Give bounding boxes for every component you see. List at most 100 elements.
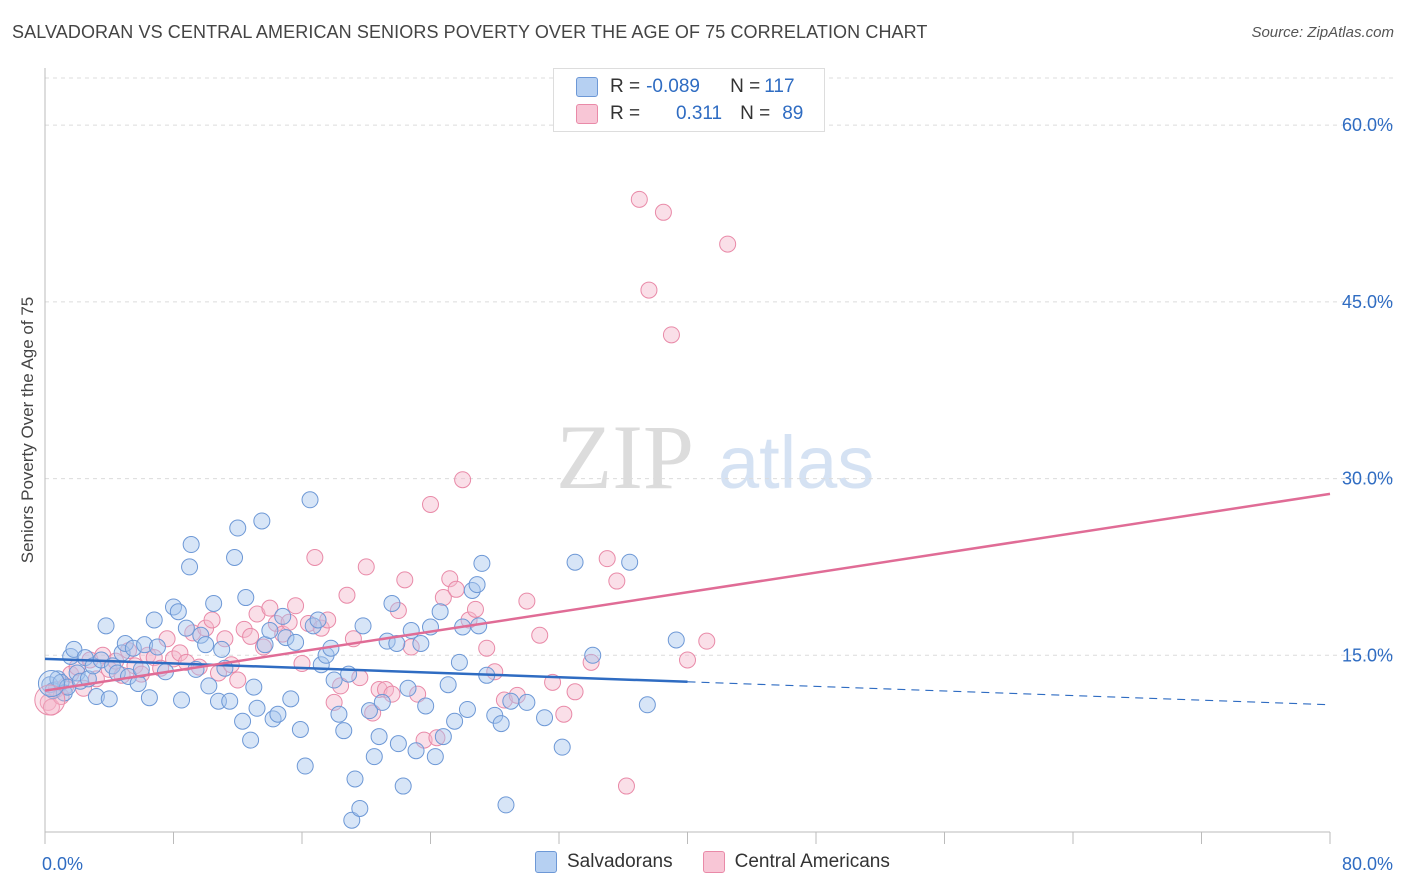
salvadoran-point — [383, 594, 401, 612]
series-legend-salvadorans[interactable]: Salvadorans — [535, 851, 673, 873]
salvadoran-point — [100, 690, 118, 708]
salvadoran-trend-line — [44, 657, 688, 684]
series-legend-central-americans[interactable]: Central Americans — [702, 851, 890, 873]
salvadoran-point — [237, 589, 255, 607]
salvadoran-point — [245, 678, 263, 696]
salvadoran-point — [667, 631, 685, 649]
central-american-point — [454, 471, 472, 489]
salvadoran-point — [473, 554, 491, 572]
legend-n-label: N = — [740, 103, 771, 124]
series-legend: Salvadorans Central Americans — [535, 851, 920, 873]
watermark-atlas: atlas — [718, 421, 874, 504]
legend-row-central-americans: R = 0.311 N = 89 — [576, 102, 803, 126]
salvadoran-point — [584, 646, 602, 664]
legend-r-value: 0.311 — [675, 103, 723, 124]
series-label-salvadorans: Salvadorans — [567, 851, 673, 872]
salvadoran-point — [200, 677, 218, 695]
salvadoran-point — [226, 548, 244, 566]
source-label: Source: ZipAtlas.com — [1251, 24, 1394, 41]
series-label-central-americans: Central Americans — [734, 851, 890, 872]
salvadoran-point — [177, 619, 195, 637]
salvadoran-point — [365, 748, 383, 766]
salvadoran-point — [192, 626, 210, 644]
salvadoran-point — [97, 617, 115, 635]
salvadoran-point — [446, 712, 464, 730]
central-american-point — [422, 495, 439, 513]
salvadoran-point — [173, 691, 191, 709]
central-american-point — [662, 326, 680, 344]
salvadoran-point — [108, 664, 126, 682]
central-american-point — [518, 592, 536, 610]
x-tick-label: 80.0% — [1342, 854, 1393, 874]
salvadoran-point — [165, 598, 182, 616]
salvadoran-point — [373, 693, 391, 711]
salvadoran-point — [536, 709, 554, 727]
central-american-point — [370, 680, 388, 698]
legend-r-label: R = — [610, 76, 641, 97]
central-american-point — [267, 614, 285, 632]
salvadoran-point — [296, 757, 314, 775]
salvadoran-point — [182, 536, 200, 554]
central-american-trend-line — [44, 492, 1331, 692]
central-american-point — [357, 558, 375, 576]
salvadoran-point — [309, 611, 327, 629]
central-american-point — [171, 644, 189, 662]
salvadoran-point — [181, 558, 199, 576]
central-american-point — [630, 190, 648, 208]
central-american-point — [544, 673, 562, 691]
salvadoran-point — [553, 738, 571, 756]
series-swatch-blue — [535, 851, 557, 873]
salvadoran-point — [502, 692, 520, 710]
salvadoran-point — [277, 629, 295, 647]
central-american-point — [216, 630, 234, 648]
legend-swatch-pink — [576, 104, 598, 124]
legend-n-label: N = — [730, 76, 761, 97]
salvadoran-point — [256, 636, 274, 654]
salvadoran-point — [124, 639, 142, 657]
y-tick-label: 30.0% — [1342, 469, 1393, 489]
central-american-point — [319, 611, 337, 629]
salvadoran-point — [343, 811, 361, 829]
salvadoran-point — [116, 635, 134, 652]
salvadoran-point — [346, 770, 364, 788]
salvadoran-point — [388, 635, 406, 652]
salvadoran-point — [169, 603, 187, 621]
salvadoran-point — [269, 705, 287, 723]
salvadoran-point — [426, 748, 444, 766]
salvadoran-point — [370, 728, 388, 746]
central-american-point — [428, 729, 446, 747]
y-tick-label: 15.0% — [1342, 645, 1393, 665]
central-american-point — [478, 639, 496, 657]
salvadoran-point — [434, 728, 452, 746]
central-american-point — [299, 614, 317, 632]
y-tick-label: 45.0% — [1342, 292, 1393, 312]
legend-n-value: 89 — [782, 103, 804, 124]
salvadoran-trend-line-extended — [687, 681, 1331, 706]
central-american-point — [396, 571, 414, 589]
central-american-point — [332, 677, 350, 695]
central-american-point — [617, 777, 635, 795]
central-american-point — [447, 580, 465, 598]
salvadoran-point — [234, 712, 252, 730]
salvadoran-point — [213, 640, 231, 658]
salvadoran-point — [248, 699, 266, 717]
salvadoran-point — [638, 696, 656, 714]
central-american-point — [608, 572, 626, 590]
central-american-point — [598, 550, 616, 568]
salvadoran-point — [450, 653, 468, 671]
salvadoran-point — [468, 576, 486, 594]
x-tick-label: 0.0% — [42, 854, 83, 874]
salvadoran-point — [242, 731, 260, 749]
salvadoran-point — [282, 690, 300, 708]
legend-r-value: -0.089 — [646, 76, 700, 97]
salvadoran-point — [87, 688, 105, 706]
central-american-point — [364, 704, 382, 722]
central-american-point — [679, 651, 696, 669]
central-american-point — [434, 589, 452, 607]
salvadoran-point — [417, 697, 435, 715]
chart-title: SALVADORAN VS CENTRAL AMERICAN SENIORS P… — [12, 22, 928, 42]
central-american-point — [698, 632, 716, 650]
salvadoran-point — [301, 491, 319, 509]
central-american-point — [306, 548, 324, 566]
salvadoran-point — [205, 594, 223, 612]
